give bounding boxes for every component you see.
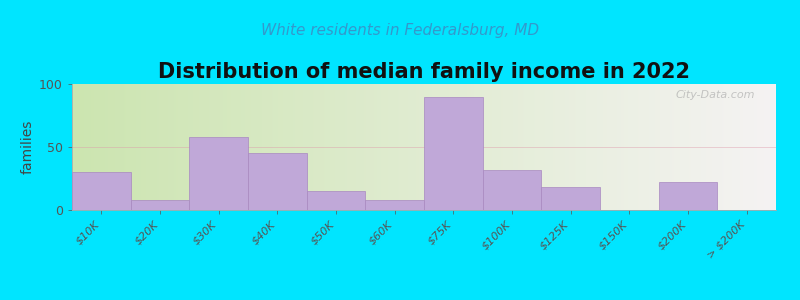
Bar bbox=[658, 182, 718, 210]
Title: Distribution of median family income in 2022: Distribution of median family income in … bbox=[158, 62, 690, 82]
Y-axis label: families: families bbox=[21, 120, 35, 174]
Bar bbox=[542, 187, 600, 210]
Text: White residents in Federalsburg, MD: White residents in Federalsburg, MD bbox=[261, 22, 539, 38]
Bar bbox=[72, 172, 130, 210]
Bar bbox=[424, 97, 482, 210]
Bar bbox=[190, 137, 248, 210]
Bar bbox=[130, 200, 190, 210]
Bar bbox=[248, 153, 306, 210]
Bar bbox=[482, 170, 542, 210]
Bar bbox=[366, 200, 424, 210]
Text: City-Data.com: City-Data.com bbox=[675, 90, 755, 100]
Bar bbox=[306, 191, 366, 210]
